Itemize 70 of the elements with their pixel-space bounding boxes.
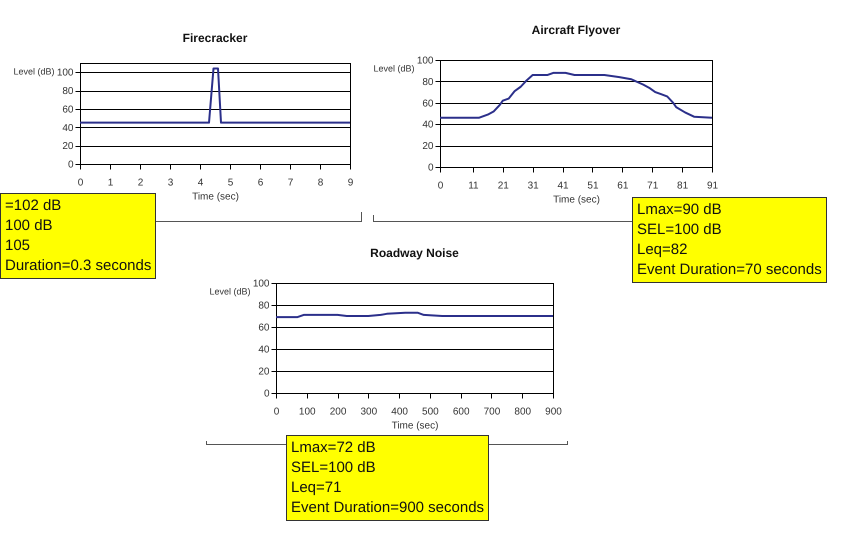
y-tick-label: 20 (422, 141, 434, 152)
x-tick-label: 1 (108, 178, 114, 188)
y-tick-label: 40 (62, 122, 74, 134)
text: 100 dB (5, 216, 54, 236)
y-axis-title: Level (dB) (209, 286, 250, 296)
chart-title: Roadway Noise (370, 246, 460, 260)
x-axis-title: Time (sec) (553, 194, 600, 206)
x-tick-label: 4 (198, 178, 204, 188)
y-axis-title: Level (dB) (373, 64, 414, 74)
y-axis-title: Level (dB) (13, 66, 54, 76)
y-tick-label: 0 (428, 162, 434, 174)
x-tick-label: 200 (330, 406, 347, 418)
chart-title: Aircraft Flyover (532, 23, 621, 37)
x-tick-label: 81 (677, 180, 689, 192)
text: Lmax=72 dB (291, 438, 377, 458)
x-tick-label: 500 (422, 406, 440, 418)
x-tick-label: 300 (360, 406, 378, 418)
text: Leq=82 (637, 240, 688, 260)
y-tick-label: 60 (62, 104, 74, 116)
x-tick-label: 3 (168, 178, 174, 188)
x-tick-label: 7 (288, 178, 294, 188)
y-tick-label: 80 (258, 300, 270, 312)
text: Duration=0.3 seconds (5, 256, 152, 276)
y-tick-label: 100 (416, 56, 434, 66)
x-tick-label: 9 (348, 178, 354, 188)
text: SEL=100 dB (637, 220, 723, 240)
y-tick-label: 0 (68, 160, 74, 170)
x-tick-label: 100 (298, 406, 316, 418)
x-tick-label: 0 (78, 178, 84, 188)
y-tick-label: 80 (422, 76, 434, 88)
x-tick-label: 11 (468, 180, 480, 192)
x-axis-title: Time (sec) (192, 192, 239, 202)
y-tick-label: 40 (258, 344, 270, 356)
x-tick-label: 71 (647, 180, 659, 192)
y-tick-label: 20 (62, 141, 74, 152)
x-tick-label: 41 (557, 180, 570, 192)
y-tick-label: 0 (264, 388, 270, 400)
text: Lmax=90 dB (637, 200, 723, 220)
x-tick-label: 800 (514, 406, 532, 418)
text: Event Duration=70 seconds (637, 260, 822, 280)
x-tick-label: 8 (318, 178, 324, 188)
x-tick-label: 700 (484, 406, 501, 418)
x-tick-label: 900 (545, 406, 562, 418)
text: SEL=100 dB (291, 458, 377, 478)
y-tick-label: 100 (56, 68, 74, 79)
x-tick-label: 21 (498, 180, 510, 192)
x-tick-label: 5 (228, 178, 234, 188)
y-tick-label: 40 (422, 120, 434, 131)
text: 105 (5, 236, 32, 256)
x-axis-title: Time (sec) (392, 420, 438, 432)
x-tick-label: 31 (528, 180, 540, 192)
text: =102 dB (5, 196, 62, 216)
x-tick-label: 0 (274, 406, 280, 418)
y-tick-label: 80 (62, 86, 74, 98)
y-tick-label: 60 (258, 322, 270, 334)
x-tick-label: 2 (138, 178, 144, 188)
x-tick-label: 51 (587, 180, 599, 192)
y-tick-label: 20 (258, 366, 270, 378)
chart-title: Firecracker (182, 31, 248, 45)
y-tick-label: 100 (252, 278, 270, 290)
x-tick-label: 61 (617, 180, 629, 192)
x-tick-label: 600 (452, 406, 470, 418)
x-tick-label: 6 (258, 178, 264, 188)
x-tick-label: 91 (706, 180, 718, 192)
text: Event Duration=900 seconds (291, 498, 484, 518)
text: Leq=71 (291, 478, 342, 498)
y-tick-label: 60 (422, 98, 434, 110)
x-tick-label: 0 (438, 180, 444, 192)
x-tick-label: 400 (391, 406, 408, 418)
line-series (439, 72, 713, 119)
